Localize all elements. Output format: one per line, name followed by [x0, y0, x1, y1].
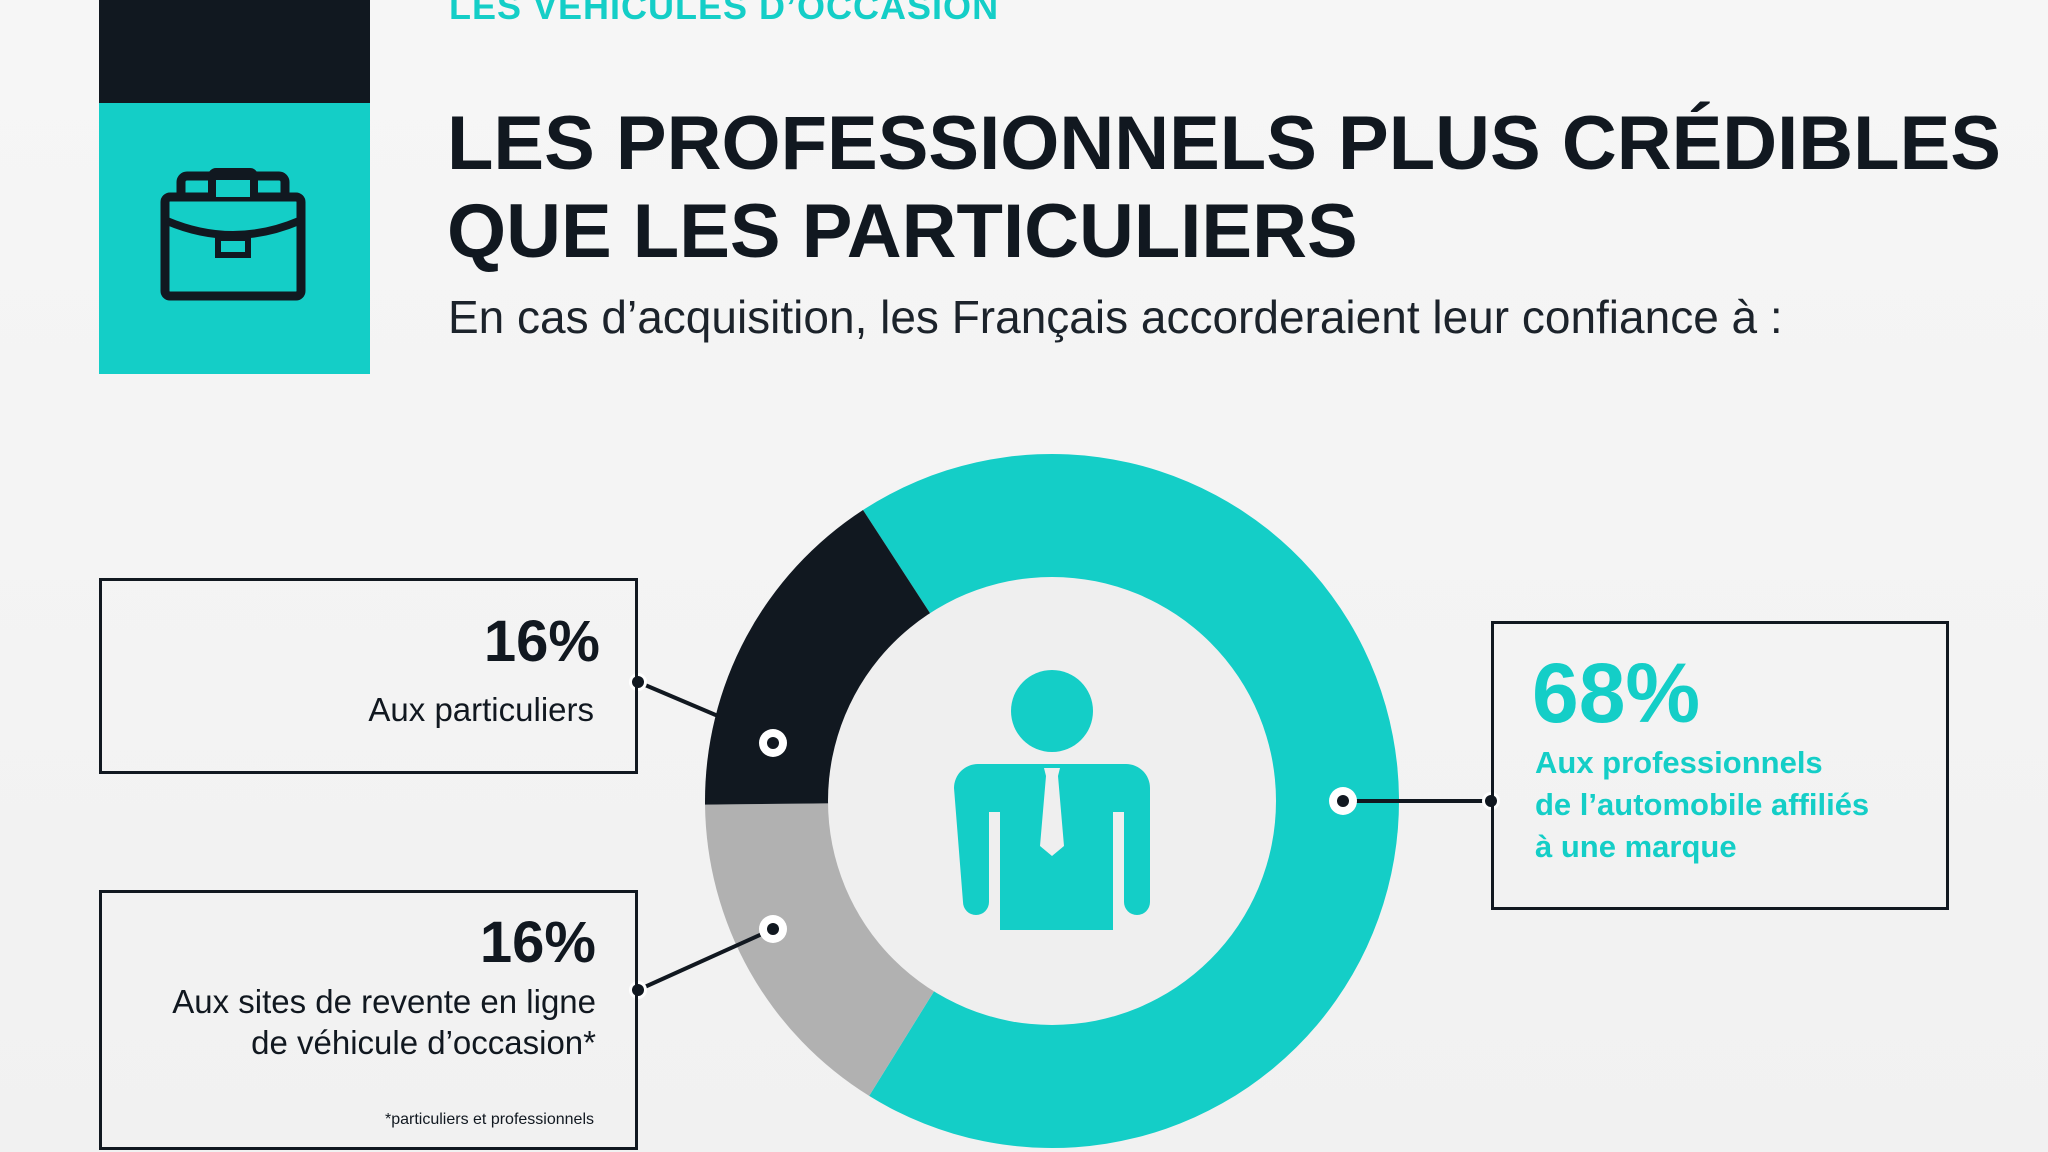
callout-box-sites — [99, 890, 638, 1150]
callout-particuliers-label: Aux particuliers — [368, 691, 594, 728]
callout-box-particuliers — [99, 578, 638, 774]
callout-professionnels-value: 68% — [1532, 646, 1701, 740]
page-title: LES PROFESSIONNELS PLUS CRÉDIBLES QUE LE… — [447, 100, 2001, 276]
section-kicker: LES VÉHICULES D’OCCASION — [449, 0, 1000, 27]
page-subtitle: En cas d’acquisition, les Français accor… — [448, 291, 1783, 343]
briefcase-icon — [160, 168, 306, 301]
businessman-icon — [954, 670, 1150, 930]
callout-box-professionnels — [1491, 621, 1949, 910]
callout-sites-label-line-2: de véhicule d’occasion* — [251, 1024, 596, 1061]
callout-professionnels-label-line-2: de l’automobile affiliés — [1535, 787, 1870, 822]
callout-professionnels-label-line-3: à une marque — [1535, 829, 1737, 864]
callout-sites-label-line-1: Aux sites de revente en ligne — [172, 983, 596, 1020]
header-dark-block — [99, 0, 370, 103]
page-title-line-1: LES PROFESSIONNELS PLUS CRÉDIBLES — [447, 101, 2001, 186]
callout-sites-footnote: *particuliers et professionnels — [385, 1111, 594, 1128]
callout-professionnels-label: Aux professionnels de l’automobile affil… — [1535, 742, 1869, 868]
page-title-line-2: QUE LES PARTICULIERS — [447, 189, 1358, 274]
callout-professionnels-label-line-1: Aux professionnels — [1535, 745, 1823, 780]
header-icon-block — [99, 103, 370, 374]
callout-particuliers-value: 16% — [483, 609, 600, 674]
callout-sites-label: Aux sites de revente en ligne de véhicul… — [172, 981, 596, 1063]
callout-connectors — [629, 673, 1500, 999]
callout-sites-value: 16% — [479, 910, 596, 975]
